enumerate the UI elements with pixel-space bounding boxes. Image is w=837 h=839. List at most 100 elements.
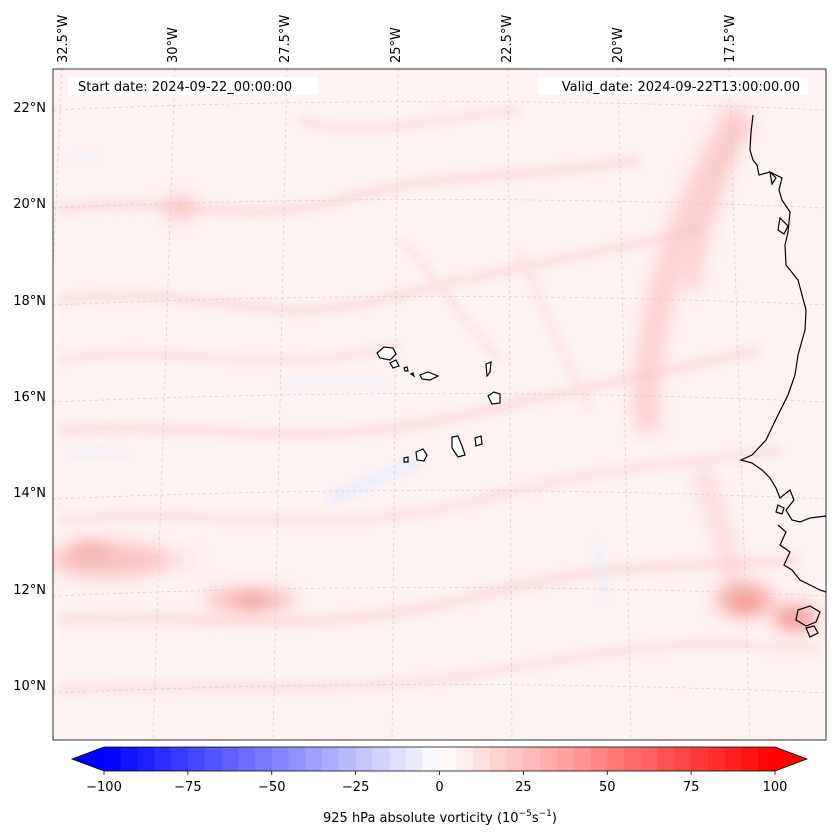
- colorbar-extend-low: [72, 747, 104, 771]
- lat-label-16N: 16°N: [13, 390, 46, 405]
- colorbar-segments: [104, 747, 776, 771]
- colorbar-tick-label: 50: [599, 780, 616, 795]
- colorbar-segment: [707, 747, 726, 771]
- colorbar-segment: [338, 747, 357, 771]
- island-sao-vicente: [389, 359, 400, 369]
- colorbar-tick-label: 75: [683, 780, 700, 795]
- colorbar-segment: [674, 747, 692, 771]
- map-frame: [52, 68, 827, 741]
- meridian-20W: [617, 69, 632, 740]
- lat-label-20N: 20°N: [13, 197, 46, 212]
- colorbar-segment: [355, 747, 373, 771]
- colorbar-segment: [506, 747, 524, 771]
- meridian-17-5W: [728, 69, 751, 740]
- vorticity-maxima: [53, 196, 817, 632]
- lon-label-27-5W: 27.5°W: [278, 15, 293, 63]
- colorbar-segment: [758, 747, 776, 771]
- colorbar-segment: [741, 747, 759, 771]
- parallel-12N: [53, 587, 826, 597]
- colorbar-segment: [640, 747, 659, 771]
- colorbar-segment: [305, 747, 323, 771]
- island-santa-luzia: [403, 366, 409, 372]
- colorbar-segment: [288, 747, 306, 771]
- island-branco: [409, 372, 416, 378]
- parallel-20N: [53, 199, 826, 209]
- island-santo-antao: [376, 346, 397, 361]
- colorbar: −100 −75 −50 −25 0 25 50 75 100 925 hPa absolute…: [70, 746, 809, 826]
- lon-label-32-5W: 32.5°W: [56, 15, 71, 63]
- colorbar-segment: [405, 747, 424, 771]
- lat-label-10N: 10°N: [13, 679, 46, 694]
- colorbar-segment: [254, 747, 273, 771]
- colorbar-segment: [271, 747, 290, 771]
- island-maio: [474, 435, 483, 447]
- island-brava: [403, 456, 409, 463]
- colorbar-segment: [154, 747, 172, 771]
- colorbar-segment: [372, 747, 390, 771]
- meridian-22-5W: [507, 69, 513, 740]
- lat-label-12N: 12°N: [13, 583, 46, 598]
- colorbar-label: 925 hPa absolute vorticity (10−5s−1): [323, 809, 557, 826]
- colorbar-label-close: ): [552, 811, 557, 826]
- coastal-islet: [775, 504, 785, 515]
- colorbar-label-exp2: −1: [539, 809, 552, 819]
- colorbar-segment: [439, 747, 457, 771]
- colorbar-segment: [573, 747, 592, 771]
- colorbar-segment: [187, 747, 206, 771]
- colorbar-segment: [221, 747, 239, 771]
- lat-label-18N: 18°N: [13, 294, 46, 309]
- colorbar-tick-label: −25: [342, 780, 369, 795]
- colorbar-segment: [489, 747, 508, 771]
- colorbar-tick-label: −75: [174, 780, 201, 795]
- colorbar-segment: [322, 747, 340, 771]
- africa-coast: [739, 114, 826, 523]
- colorbar-segment: [456, 747, 474, 771]
- colorbar-segment: [204, 747, 223, 771]
- longitude-labels: 32.5°W 30°W 27.5°W 25°W 22.5°W 20°W 17.5…: [56, 15, 738, 63]
- valid-date-box: [538, 77, 808, 95]
- colorbar-label-s: s: [532, 811, 539, 826]
- guinea-bissau-coast: [777, 524, 826, 593]
- colorbar-segment: [540, 747, 558, 771]
- lon-label-20W: 20°W: [611, 27, 626, 63]
- colorbar-tick-label: 100: [763, 780, 788, 795]
- map-panel: Start date: 2024-09-22_00:00:00 Valid_da…: [13, 15, 827, 741]
- colorbar-label-exp1: −5: [519, 809, 532, 819]
- cape-verde-islands: [376, 346, 501, 463]
- graticule: [53, 69, 826, 740]
- colorbar-extend-high: [775, 747, 807, 771]
- colorbar-segment: [389, 747, 407, 771]
- island-santiago: [451, 435, 466, 458]
- colorbar-segment: [657, 747, 675, 771]
- colorbar-segment: [238, 747, 256, 771]
- bijagos-island: [795, 605, 821, 627]
- colorbar-segment: [137, 747, 155, 771]
- start-date-box: [68, 77, 318, 95]
- parallel-16N: [53, 393, 826, 403]
- colorbar-tick-label: 0: [435, 780, 443, 795]
- colorbar-segment: [724, 747, 743, 771]
- latitude-labels: 22°N 20°N 18°N 16°N 14°N 12°N 10°N: [13, 101, 46, 694]
- colorbar-segment: [607, 747, 625, 771]
- colorbar-segment: [171, 747, 189, 771]
- colorbar-segment: [624, 747, 642, 771]
- bijagos-island-2: [805, 625, 819, 638]
- colorbar-segment: [120, 747, 139, 771]
- colorbar-segment: [104, 747, 122, 771]
- lon-label-22-5W: 22.5°W: [500, 15, 515, 63]
- parallel-10N: [53, 684, 826, 694]
- colorbar-tick-label: −50: [258, 780, 285, 795]
- colorbar-segment: [473, 747, 491, 771]
- island-sal: [485, 361, 492, 378]
- coastline: [739, 114, 826, 638]
- meridian-30W: [152, 69, 176, 740]
- island-fogo: [415, 448, 428, 462]
- colorbar-segment: [590, 747, 608, 771]
- lat-label-22N: 22°N: [13, 101, 46, 116]
- colorbar-tick-label: −100: [86, 780, 122, 795]
- lon-label-17-5W: 17.5°W: [723, 15, 738, 63]
- parallel-22N: [53, 101, 826, 111]
- colorbar-segment: [422, 747, 441, 771]
- lon-label-25W: 25°W: [389, 27, 404, 63]
